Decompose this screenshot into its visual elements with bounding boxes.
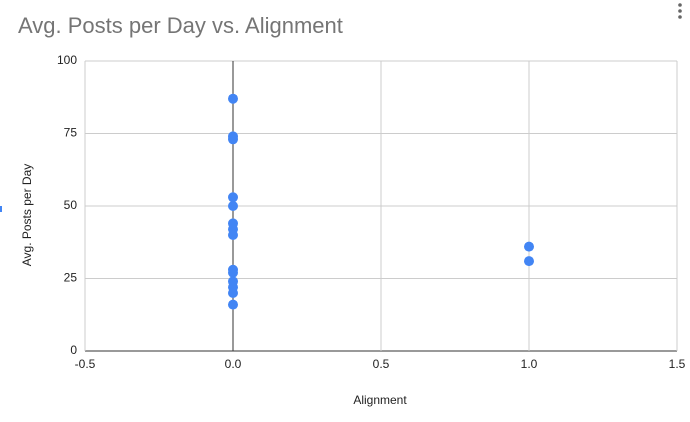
x-tick-label: 0.5 xyxy=(373,357,390,371)
y-tick-label: 75 xyxy=(64,126,78,140)
y-tick-label: 100 xyxy=(57,53,77,67)
x-axis-label: Alignment xyxy=(353,393,407,407)
x-tick-label: -0.5 xyxy=(75,357,96,371)
x-tick-label: 1.0 xyxy=(521,357,538,371)
point xyxy=(524,256,534,267)
menu-icon[interactable] xyxy=(678,3,682,19)
point xyxy=(228,267,238,278)
point xyxy=(228,192,238,203)
y-axis-label: Avg. Posts per Day xyxy=(20,164,34,267)
point xyxy=(228,288,238,298)
point xyxy=(228,299,238,310)
point xyxy=(524,241,534,252)
y-tick-label: 0 xyxy=(70,343,77,357)
x-tick-label: 0.0 xyxy=(225,357,242,371)
chart-title: Avg. Posts per Day vs. Alignment xyxy=(18,13,343,38)
point xyxy=(228,230,238,240)
x-tick-label: 1.5 xyxy=(669,357,686,371)
point xyxy=(228,93,238,104)
point xyxy=(228,201,238,211)
point xyxy=(228,134,238,145)
edge-marker xyxy=(0,206,2,212)
y-tick-label: 50 xyxy=(64,198,78,212)
y-tick-label: 25 xyxy=(64,271,78,285)
